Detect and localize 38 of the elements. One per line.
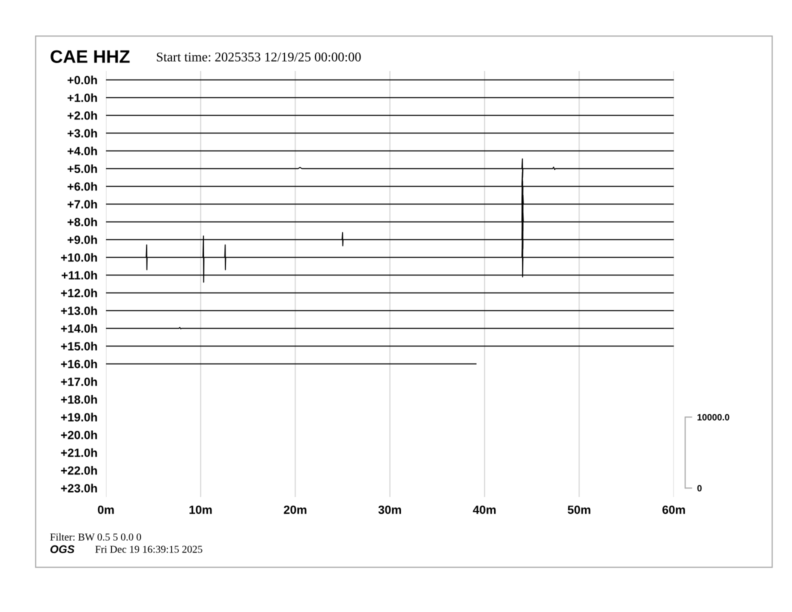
y-tick-label: +8.0h [68,218,97,226]
x-tick-label: 10m [190,506,212,514]
y-tick-label: +12.0h [61,288,97,298]
y-tick-label: +23.0h [61,484,97,492]
chart-subtitle: Start time: 2025353 12/19/25 00:00:00 [156,52,361,62]
y-tick-label: +0.0h [68,76,97,84]
x-tick-label: 20m [284,506,306,514]
y-tick-label: +5.0h [68,164,97,173]
x-tick-label: 0m [98,506,114,514]
y2-tick-label: 10000.0 [698,414,730,420]
y-tick-label: +6.0h [68,182,97,191]
y-tick-label: +13.0h [61,306,97,315]
y-tick-label: +22.0h [61,466,97,475]
y2-tick-label: 0 [697,485,702,492]
x-tick-label: 40m [472,506,496,514]
y-tick-label: +7.0h [68,200,97,208]
y-tick-label: +16.0h [61,360,97,368]
y-tick-label: +21.0h [61,448,97,457]
text: Fri Dec 19 16:39:15 2025 [95,546,202,553]
chart-title: CAE HHZ [50,50,130,63]
y-tick-label: +14.0h [61,324,97,333]
y-tick-label: +18.0h [61,395,97,404]
x-tick-label: 60m [662,506,685,514]
text: OGS [50,545,74,554]
y-tick-label: +11.0h [62,270,97,280]
y-tick-label: +9.0h [68,235,97,244]
y-tick-label: +2.0h [68,111,97,120]
y-tick-label: +17.0h [61,377,97,386]
x-tick-label: 30m [378,506,401,514]
y-tick-label: +15.0h [61,342,97,350]
x-tick-label: 50m [568,506,590,514]
y-tick-label: +1.0h [68,93,97,102]
y-tick-label: +3.0h [68,128,97,138]
y-tick-label: +10.0h [61,253,97,262]
y-tick-label: +4.0h [68,146,97,156]
text: Filter: BW 0.5 5 0.0 0 [50,533,142,541]
y-tick-label: +20.0h [61,430,97,440]
y-tick-label: +19.0h [61,412,97,422]
